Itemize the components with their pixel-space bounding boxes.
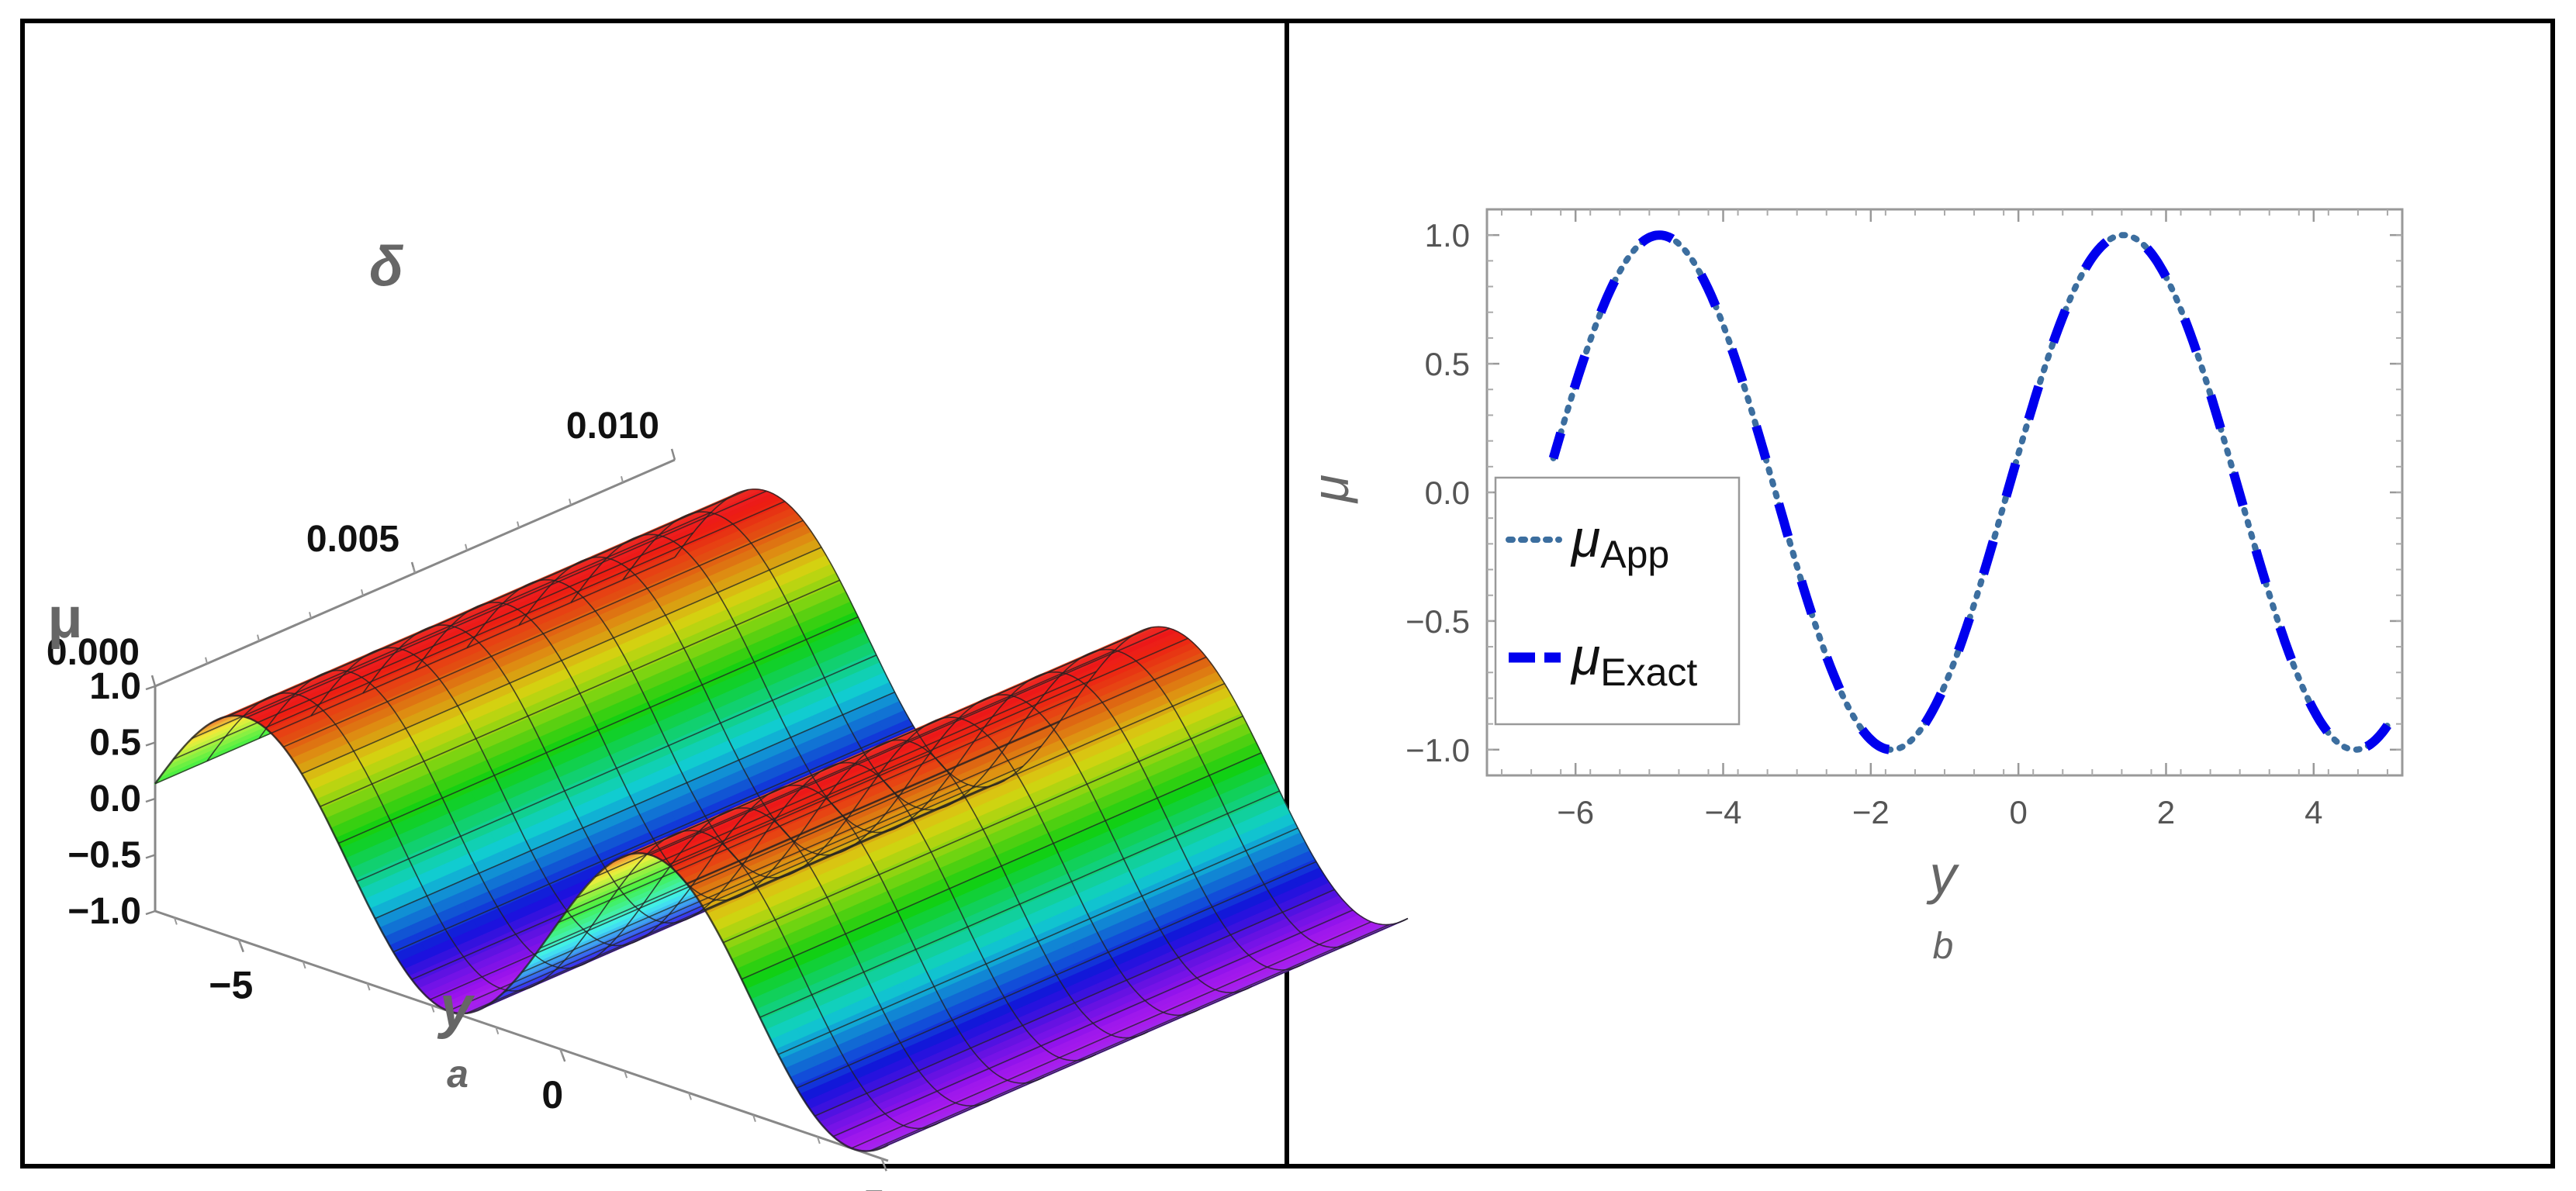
x-tick-label: −4 xyxy=(1705,794,1742,830)
z-tick xyxy=(145,910,156,916)
y-minor-tick xyxy=(880,1158,885,1166)
y-minor-tick xyxy=(366,982,371,991)
surface-x-axis-label: y xyxy=(437,974,475,1040)
delta-minor-tick xyxy=(413,566,416,574)
surface-mesh xyxy=(154,488,1409,1152)
y-tick-label: −1.0 xyxy=(1406,732,1470,768)
y-tick-label: −0.5 xyxy=(1406,603,1470,640)
x-tick-label: −2 xyxy=(1852,794,1890,830)
line-plot-ylabel: μ xyxy=(1302,475,1359,504)
delta-tick-label: 0.000 xyxy=(47,632,140,673)
mesh-line xyxy=(466,578,1201,1017)
y-tick-label: 0 xyxy=(541,1073,563,1117)
z-tick xyxy=(145,741,156,747)
delta-tick-label: 0.005 xyxy=(306,519,399,560)
z-tick-label: −1.0 xyxy=(67,891,141,932)
y-tick-label: 1.0 xyxy=(1425,217,1470,254)
delta-minor-tick xyxy=(621,475,624,483)
mesh-line xyxy=(258,669,993,1107)
y-minor-tick xyxy=(173,917,178,925)
mesh-line xyxy=(310,647,1045,1084)
x-tick-label: −6 xyxy=(1557,794,1594,830)
x-tick-label: 0 xyxy=(2009,794,2027,830)
y-minor-tick xyxy=(237,939,242,948)
y-minor-tick xyxy=(688,1093,692,1100)
mesh-line xyxy=(206,692,941,1130)
delta-tick xyxy=(670,448,676,461)
delta-tick xyxy=(150,675,157,687)
line-plot-series xyxy=(1548,230,2391,754)
mesh-line xyxy=(570,533,1305,971)
z-tick-label: 0.5 xyxy=(89,723,141,764)
delta-minor-tick xyxy=(205,657,208,665)
surface-depth-axis-label: δ xyxy=(369,236,404,298)
legend-label-exact: μExact xyxy=(1570,627,1697,694)
y-minor-tick xyxy=(816,1136,821,1144)
mesh-line xyxy=(154,557,676,785)
y-minor-tick xyxy=(559,1048,564,1057)
mesh-line xyxy=(154,714,889,1152)
delta-tick-label: 0.010 xyxy=(566,406,659,447)
line-plot-xlabel: y xyxy=(1927,844,1960,905)
x-tick-label: 2 xyxy=(2157,794,2175,830)
z-tick-label: −0.5 xyxy=(67,835,141,876)
legend-box xyxy=(1494,476,1741,726)
surface-ticks: 1.0 0.5 0.0 −0.5 −1.0 −5 0 5 0.000 0.005 0.010 xyxy=(47,406,887,1191)
line-plot-ticks: −6 −4 −2 0 2 4 1.0 0.5 0.0 −0.5 −1.0 xyxy=(1406,209,2402,830)
y-tick-label: 5 xyxy=(863,1182,885,1191)
x-tick-label: 4 xyxy=(2305,794,2322,830)
y-minor-tick xyxy=(624,1070,628,1079)
z-tick xyxy=(145,797,156,803)
series-app xyxy=(1550,232,2391,753)
z-tick xyxy=(145,854,156,859)
delta-minor-tick xyxy=(257,634,260,641)
y-tick-label: −5 xyxy=(209,964,253,1007)
z-tick xyxy=(145,685,156,691)
y-tick-label: 0.0 xyxy=(1425,475,1470,511)
y-minor-tick xyxy=(752,1114,756,1123)
z-tick-label: 1.0 xyxy=(89,666,141,707)
mesh-line xyxy=(518,556,1253,994)
panel-divider xyxy=(1285,19,1289,1169)
delta-minor-tick xyxy=(569,499,572,506)
y-minor-tick xyxy=(495,1027,500,1035)
delta-minor-tick xyxy=(465,544,468,551)
legend-label-app: μApp xyxy=(1570,509,1669,576)
mesh-line xyxy=(414,602,1149,1039)
mesh-line xyxy=(674,488,1409,926)
mesh-line xyxy=(622,511,1357,948)
y-minor-tick xyxy=(430,1005,435,1013)
y-axis-line xyxy=(154,910,889,1162)
y-minor-tick xyxy=(302,961,306,969)
panel-label-b: b xyxy=(1933,926,1954,967)
panel-label-a: a xyxy=(447,1052,469,1096)
z-tick-label: 0.0 xyxy=(89,778,141,820)
legend: μApp μExact xyxy=(1494,476,1741,726)
mesh-line xyxy=(362,624,1097,1062)
delta-minor-tick xyxy=(361,589,364,596)
delta-minor-tick xyxy=(517,521,520,528)
line-plot: −6 −4 −2 0 2 4 1.0 0.5 0.0 −0.5 −1.0 μ y b μApp μE… xyxy=(1302,208,2404,967)
delta-minor-tick xyxy=(309,612,312,619)
y-tick-label: 0.5 xyxy=(1425,346,1470,382)
surface-plot: 1.0 0.5 0.0 −0.5 −1.0 −5 0 5 0.000 0.005 0.010 μ δ… xyxy=(47,236,1409,1191)
surface-z-axis-label: μ xyxy=(47,585,82,650)
